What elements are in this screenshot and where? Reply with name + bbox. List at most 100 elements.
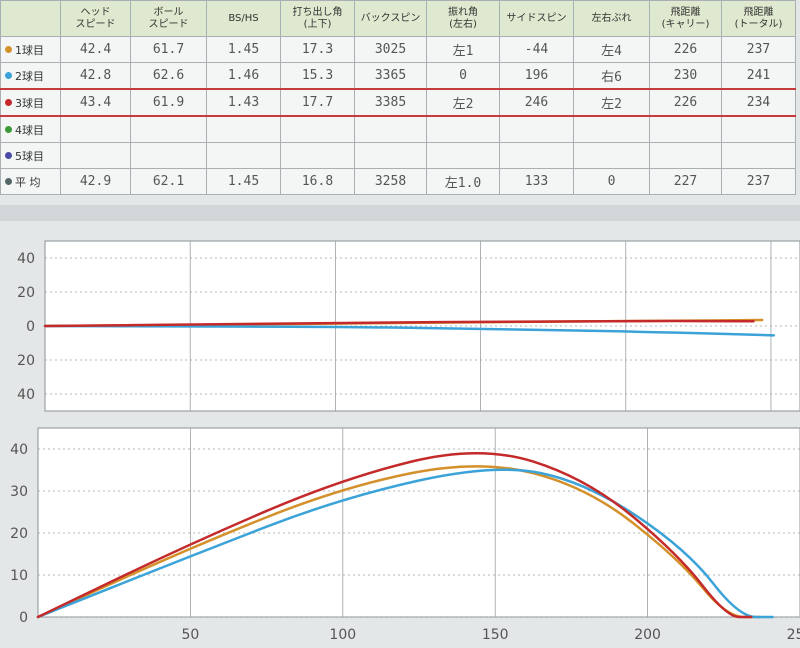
shot-color-dot-icon xyxy=(5,125,12,133)
row-label: 3球目 xyxy=(0,88,61,117)
table-cell xyxy=(649,115,722,143)
trajectory-line xyxy=(36,451,753,619)
row-label: 2球目 xyxy=(0,62,61,90)
row-label-text: 2球目 xyxy=(15,69,44,83)
table-cell: 3025 xyxy=(354,36,427,63)
table-cell xyxy=(573,115,650,143)
table-cell: 15.3 xyxy=(280,62,355,90)
y-tick-label: 40 xyxy=(10,442,28,458)
table-cell: 61.9 xyxy=(130,88,207,117)
table-cell: 1.46 xyxy=(206,62,281,90)
table-cell xyxy=(499,142,574,169)
row-label-text: 3球目 xyxy=(15,96,44,110)
table-cell: 左1.0 xyxy=(426,168,500,195)
x-tick-label: 150 xyxy=(482,627,509,643)
row-label-text: 5球目 xyxy=(15,149,44,163)
table-cell: 右6 xyxy=(573,62,650,90)
y-tick-label: 20 xyxy=(17,285,35,301)
table-cell: 230 xyxy=(649,62,722,90)
shot-color-dot-icon xyxy=(5,98,12,106)
table-cell xyxy=(721,115,796,143)
table-cell xyxy=(130,142,207,169)
table-cell: 237 xyxy=(721,168,796,195)
table-cell xyxy=(206,115,281,143)
shot-color-dot-icon xyxy=(5,151,12,159)
table-cell xyxy=(649,142,722,169)
table-header-row: ヘッド スピード ボール スピード BS/HS 打ち出し角 (上下) バックスピン 振… xyxy=(0,0,796,37)
table-cell: 42.8 xyxy=(60,62,131,90)
plot-area xyxy=(37,427,800,618)
table-cell: 237 xyxy=(721,36,796,63)
row-label-text: 4球目 xyxy=(15,123,44,137)
table-row[interactable]: 5球目 xyxy=(0,142,796,169)
table-cell: 226 xyxy=(649,36,722,63)
table-cell: 234 xyxy=(721,88,796,117)
header-carry-distance: 飛距離 (キャリー) xyxy=(649,0,722,37)
table-cell: -44 xyxy=(499,36,574,63)
table-cell: 42.9 xyxy=(60,168,131,195)
trajectory-line xyxy=(36,468,774,619)
header-corner xyxy=(0,0,61,37)
table-cell: 61.7 xyxy=(130,36,207,63)
table-cell xyxy=(206,142,281,169)
table-cell xyxy=(280,142,355,169)
header-lateral-deviation: 左右ぶれ xyxy=(573,0,650,37)
header-total-distance: 飛距離 (トータル) xyxy=(721,0,796,37)
table-cell: 246 xyxy=(499,88,574,117)
y-tick-label: 40 xyxy=(17,387,35,403)
table-cell xyxy=(354,115,427,143)
y-tick-label: 40 xyxy=(17,251,35,267)
table-cell xyxy=(130,115,207,143)
y-tick-label: 0 xyxy=(26,319,35,335)
trajectory-line xyxy=(36,465,762,619)
table-cell: 17.7 xyxy=(280,88,355,117)
table-cell: 196 xyxy=(499,62,574,90)
table-cell: 左1 xyxy=(426,36,500,63)
row-label: 平 均 xyxy=(0,168,61,195)
table-cell xyxy=(721,142,796,169)
table-cell xyxy=(573,142,650,169)
shot-color-dot-icon xyxy=(5,71,12,79)
table-cell: 43.4 xyxy=(60,88,131,117)
x-tick-label: 200 xyxy=(634,627,661,643)
table-cell: 左2 xyxy=(573,88,650,117)
header-swing-angle: 振れ角 (左右) xyxy=(426,0,500,37)
table-cell xyxy=(60,115,131,143)
x-tick-label: 50 xyxy=(181,627,199,643)
x-tick-label: 100 xyxy=(329,627,356,643)
table-cell: 62.6 xyxy=(130,62,207,90)
table-cell: 42.4 xyxy=(60,36,131,63)
table-cell: 227 xyxy=(649,168,722,195)
row-label: 5球目 xyxy=(0,142,61,169)
header-ball-speed: ボール スピード xyxy=(130,0,207,37)
table-cell: 1.43 xyxy=(206,88,281,117)
table-cell: 1.45 xyxy=(206,168,281,195)
y-tick-label: 30 xyxy=(10,484,28,500)
table-row[interactable]: 2球目 42.8 62.6 1.46 15.3 3365 0 196 右6 230 241 xyxy=(0,62,796,90)
table-cell xyxy=(426,115,500,143)
table-row[interactable]: 平 均 42.9 62.1 1.45 16.8 3258 左1.0 133 0 227 237 xyxy=(0,168,796,195)
y-tick-label: 20 xyxy=(17,353,35,369)
table-cell: 左2 xyxy=(426,88,500,117)
row-label: 4球目 xyxy=(0,115,61,143)
table-cell: 62.1 xyxy=(130,168,207,195)
table-cell xyxy=(426,142,500,169)
trajectory-line xyxy=(43,319,755,328)
table-cell xyxy=(499,115,574,143)
header-sidespin: サイドスピン xyxy=(499,0,574,37)
table-row[interactable]: 3球目 43.4 61.9 1.43 17.7 3385 左2 246 左2 226 234 xyxy=(0,88,796,117)
y-tick-label: 0 xyxy=(19,610,28,626)
shot-data-table: ヘッド スピード ボール スピード BS/HS 打ち出し角 (上下) バックスピン 振… xyxy=(0,0,796,195)
row-label-text: 平 均 xyxy=(15,175,41,189)
y-tick-label: 10 xyxy=(10,568,28,584)
header-head-speed: ヘッド スピード xyxy=(60,0,131,37)
table-row[interactable]: 4球目 xyxy=(0,115,796,143)
x-tick-label: 250 xyxy=(787,627,800,643)
table-cell: 0 xyxy=(426,62,500,90)
table-row[interactable]: 1球目 42.4 61.7 1.45 17.3 3025 左1 -44 左4 226 237 xyxy=(0,36,796,63)
shot-color-dot-icon xyxy=(5,45,12,53)
table-cell: 0 xyxy=(573,168,650,195)
section-divider xyxy=(0,205,800,221)
table-cell: 17.3 xyxy=(280,36,355,63)
shot-color-dot-icon xyxy=(5,177,12,185)
